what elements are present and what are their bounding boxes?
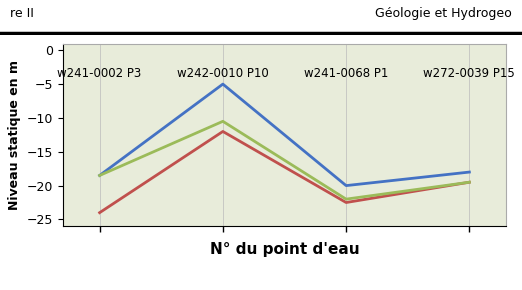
Y-axis label: Niveau statique en m: Niveau statique en m [8, 60, 21, 210]
Text: w242-0010 P10: w242-0010 P10 [177, 67, 269, 80]
Text: re II: re II [10, 8, 34, 20]
X-axis label: N° du point d'eau: N° du point d'eau [210, 242, 359, 257]
Text: w241-0002 P3: w241-0002 P3 [57, 67, 142, 80]
Text: Géologie et Hydrogeo: Géologie et Hydrogeo [375, 8, 512, 20]
Text: w272-0039 P15: w272-0039 P15 [423, 67, 515, 80]
Text: w241-0068 P1: w241-0068 P1 [304, 67, 388, 80]
